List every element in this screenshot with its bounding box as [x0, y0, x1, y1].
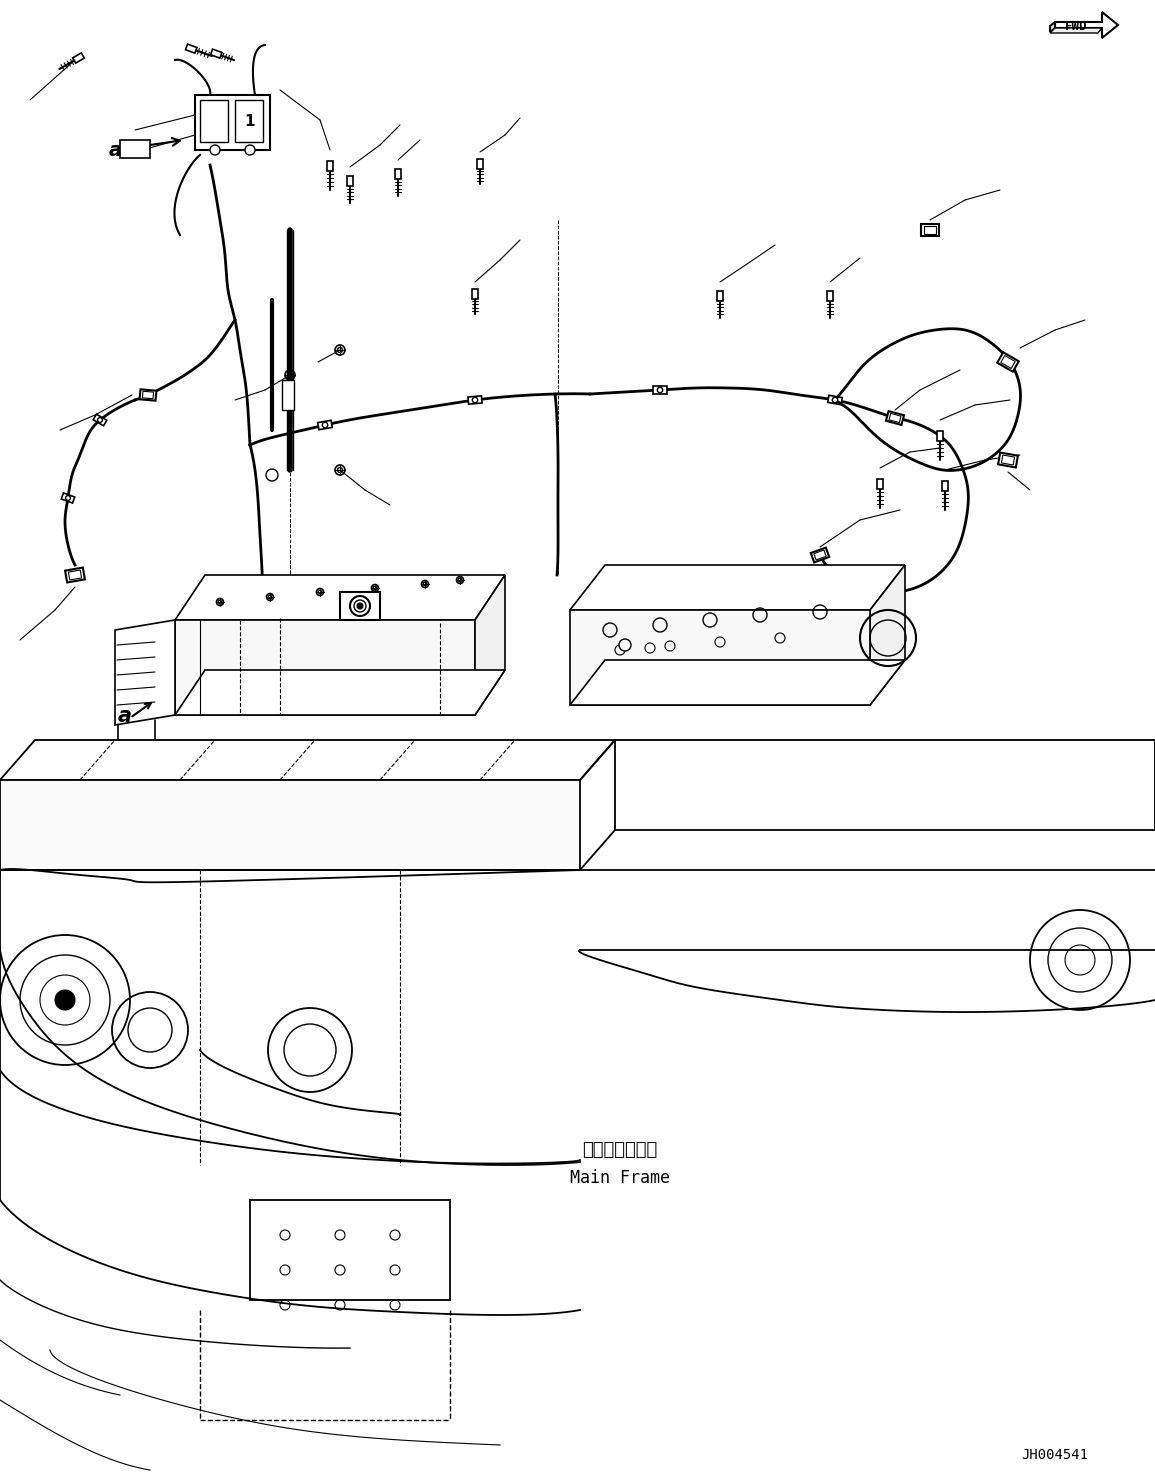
Circle shape [353, 600, 366, 612]
Polygon shape [116, 620, 176, 725]
Circle shape [98, 417, 103, 423]
Bar [340, 592, 380, 620]
Circle shape [266, 469, 278, 481]
Polygon shape [395, 169, 401, 179]
Bar [249, 1199, 450, 1300]
Text: a: a [109, 138, 180, 160]
Circle shape [644, 643, 655, 654]
Polygon shape [0, 740, 614, 779]
Polygon shape [811, 547, 829, 562]
Polygon shape [142, 392, 154, 399]
Polygon shape [140, 389, 156, 401]
Polygon shape [186, 44, 198, 53]
Polygon shape [942, 481, 948, 491]
Text: 1: 1 [245, 114, 255, 130]
Polygon shape [1001, 456, 1014, 464]
Polygon shape [828, 395, 842, 405]
Bar [234, 101, 263, 142]
Circle shape [472, 398, 478, 402]
Circle shape [357, 603, 363, 609]
Circle shape [619, 639, 631, 651]
Circle shape [350, 596, 370, 615]
Polygon shape [921, 223, 939, 237]
Polygon shape [176, 575, 505, 620]
Polygon shape [176, 670, 505, 714]
Polygon shape [0, 779, 580, 870]
Polygon shape [571, 609, 870, 705]
Polygon shape [1050, 22, 1055, 33]
Polygon shape [176, 620, 475, 714]
Polygon shape [327, 161, 333, 172]
Bar [282, 380, 295, 410]
Bar [200, 101, 228, 142]
Text: Main Frame: Main Frame [571, 1168, 670, 1188]
Polygon shape [571, 660, 906, 705]
Polygon shape [475, 575, 505, 714]
Circle shape [55, 989, 75, 1010]
Polygon shape [346, 176, 353, 186]
Polygon shape [73, 53, 84, 64]
Polygon shape [68, 569, 82, 580]
Text: JH004541: JH004541 [1021, 1448, 1088, 1463]
Polygon shape [472, 288, 478, 299]
Polygon shape [827, 291, 833, 302]
Bar [195, 95, 270, 149]
Circle shape [66, 495, 70, 500]
Circle shape [245, 145, 255, 155]
Polygon shape [176, 620, 204, 705]
Polygon shape [87, 757, 98, 768]
Polygon shape [998, 453, 1018, 467]
Text: メインフレーム: メインフレーム [582, 1140, 657, 1160]
Polygon shape [877, 479, 884, 490]
Polygon shape [889, 414, 901, 423]
Polygon shape [924, 226, 936, 234]
Text: FWD: FWD [1065, 19, 1088, 33]
Polygon shape [61, 493, 75, 503]
Polygon shape [318, 420, 333, 430]
Text: a: a [118, 705, 132, 726]
Polygon shape [1055, 12, 1118, 38]
Circle shape [833, 398, 837, 402]
Circle shape [657, 387, 663, 393]
Polygon shape [886, 411, 904, 424]
Polygon shape [94, 414, 106, 426]
Polygon shape [1050, 28, 1102, 33]
Polygon shape [997, 352, 1019, 371]
Polygon shape [65, 568, 85, 583]
Bar [120, 141, 150, 158]
Polygon shape [477, 160, 483, 169]
Polygon shape [654, 386, 666, 393]
Polygon shape [870, 565, 906, 705]
Polygon shape [717, 291, 723, 302]
Polygon shape [937, 430, 942, 441]
Polygon shape [571, 565, 906, 609]
Polygon shape [814, 550, 826, 561]
Polygon shape [210, 49, 222, 58]
Polygon shape [1000, 355, 1015, 368]
Polygon shape [468, 396, 482, 404]
Circle shape [322, 423, 328, 427]
Circle shape [210, 145, 219, 155]
